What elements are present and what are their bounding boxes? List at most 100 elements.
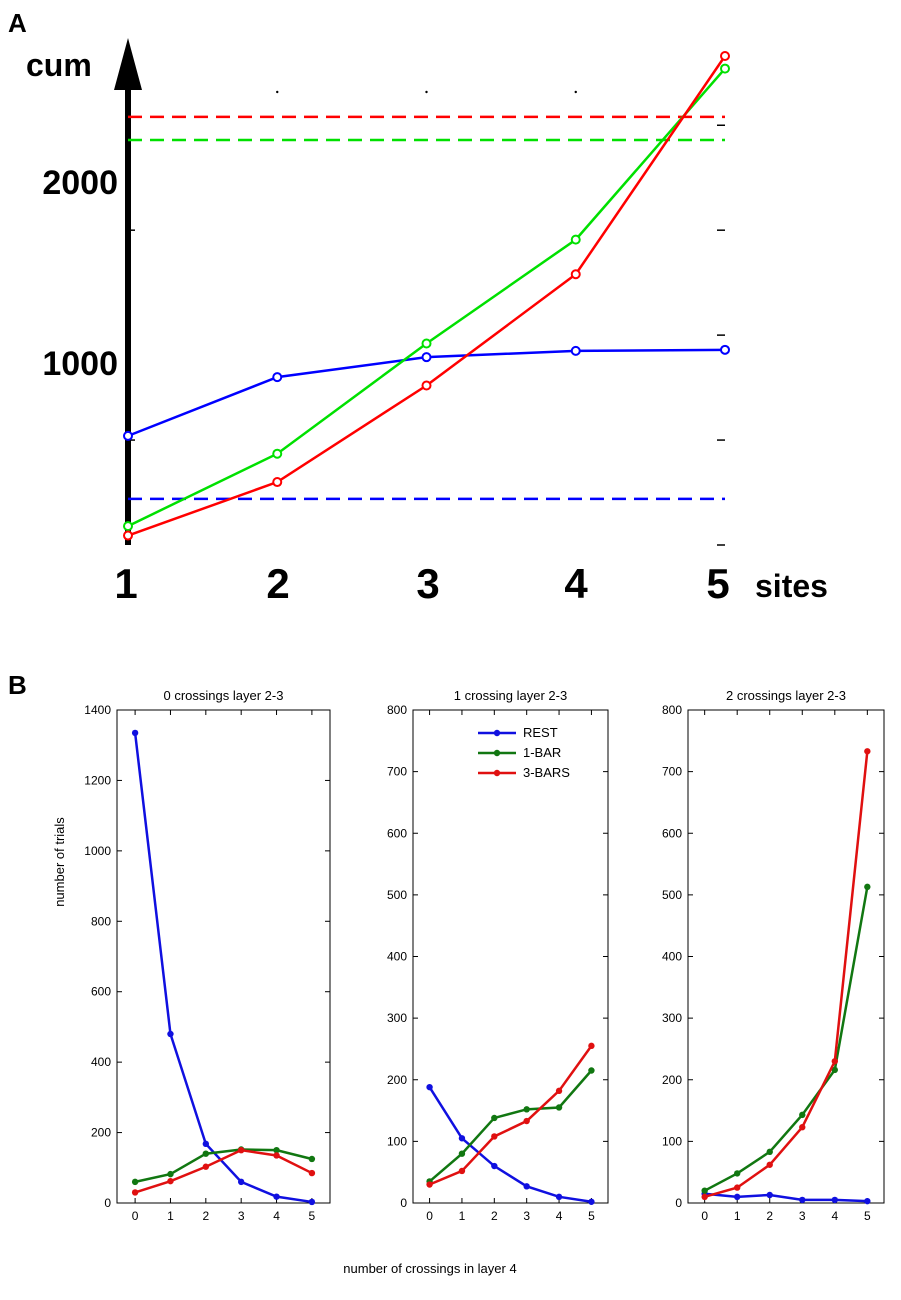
y-tick-label: 200 bbox=[91, 1126, 111, 1140]
data-point-red bbox=[272, 477, 283, 488]
y-tick-label: 500 bbox=[662, 888, 682, 902]
legend-marker bbox=[493, 729, 501, 737]
panel-a-y-axis-label: cum bbox=[26, 47, 92, 83]
data-point-1-bar bbox=[273, 1146, 280, 1154]
data-point-1-bar bbox=[588, 1067, 595, 1074]
data-point-3-bars bbox=[555, 1087, 563, 1095]
data-point-3-bars bbox=[426, 1181, 433, 1188]
y-tick-label: 800 bbox=[91, 914, 111, 928]
data-point-3-bars bbox=[458, 1167, 466, 1175]
data-point-3-bars bbox=[864, 748, 871, 755]
data-point-red bbox=[570, 269, 581, 280]
y-tick-label: 0 bbox=[675, 1196, 682, 1210]
y-tick-label: 600 bbox=[662, 826, 682, 840]
legend-marker bbox=[493, 749, 501, 757]
x-tick-label: 3 bbox=[523, 1209, 530, 1223]
y-tick-label: 100 bbox=[387, 1134, 407, 1148]
x-tick-label: 4 bbox=[831, 1209, 838, 1223]
series-line-red bbox=[127, 55, 727, 537]
series-line-1-bar bbox=[134, 1148, 313, 1184]
legend-label: 3-BARS bbox=[523, 765, 570, 780]
data-point-rest bbox=[523, 1183, 530, 1190]
x-tick-label: 1 bbox=[167, 1209, 174, 1223]
data-point-rest bbox=[458, 1135, 466, 1142]
data-point-blue bbox=[421, 352, 432, 363]
data-point-rest bbox=[831, 1196, 839, 1204]
data-point-3-bars bbox=[766, 1161, 773, 1168]
data-point-3-bars bbox=[588, 1042, 595, 1050]
y-tick-label: 400 bbox=[91, 1055, 111, 1069]
x-tick-label: 0 bbox=[701, 1209, 708, 1223]
y-tick-label: 300 bbox=[387, 1011, 407, 1025]
panel-a-x-tick-label: 3 bbox=[416, 560, 439, 607]
x-tick-label: 3 bbox=[238, 1209, 245, 1223]
y-tick-label: 200 bbox=[387, 1073, 407, 1087]
data-point-blue bbox=[570, 345, 581, 356]
y-tick-label: 600 bbox=[91, 985, 111, 999]
data-point-1-bar bbox=[308, 1155, 316, 1163]
data-point-rest bbox=[555, 1193, 563, 1201]
x-tick-label: 1 bbox=[734, 1209, 741, 1223]
y-tick-label: 400 bbox=[662, 950, 682, 964]
series-line-3-bars bbox=[429, 1045, 593, 1186]
y-tick-label: 0 bbox=[400, 1196, 407, 1210]
y-tick-label: 1200 bbox=[84, 773, 111, 787]
data-point-blue bbox=[720, 344, 730, 355]
panel-a-series bbox=[123, 50, 730, 541]
data-point-rest bbox=[426, 1083, 433, 1091]
series-line-green bbox=[127, 67, 726, 528]
panel-a-y-axis-arrow bbox=[114, 38, 142, 90]
panel-a-top-tick bbox=[425, 90, 428, 94]
y-tick-label: 700 bbox=[387, 765, 407, 779]
panel-a-x-tick-label: 1 bbox=[114, 560, 137, 607]
subplot-title: 1 crossing layer 2-3 bbox=[454, 688, 567, 703]
data-point-1-bar bbox=[458, 1150, 466, 1157]
y-tick-label: 1400 bbox=[84, 703, 111, 717]
data-point-green bbox=[570, 234, 581, 245]
data-point-rest bbox=[308, 1198, 316, 1206]
x-tick-label: 1 bbox=[459, 1209, 466, 1223]
subplot-title: 0 crossings layer 2-3 bbox=[164, 688, 284, 703]
panel-a: A cum sites 1000 2000 1 2 3 4 5 bbox=[8, 8, 828, 607]
series-line-1-bar bbox=[428, 1069, 593, 1183]
x-tick-label: 2 bbox=[202, 1209, 209, 1223]
y-tick-label: 700 bbox=[662, 765, 682, 779]
data-point-rest bbox=[202, 1140, 210, 1148]
data-point-3-bars bbox=[167, 1177, 174, 1185]
data-point-3-bars bbox=[308, 1169, 316, 1177]
panel-a-top-tick bbox=[574, 90, 577, 94]
data-point-rest bbox=[131, 729, 139, 737]
data-point-red bbox=[720, 50, 730, 61]
panel-a-x-tick-label: 2 bbox=[266, 560, 289, 607]
data-point-1-bar bbox=[831, 1066, 839, 1074]
legend-label: 1-BAR bbox=[523, 745, 561, 760]
subplot-0-crossings: 0 crossings layer 2-30200400600800100012… bbox=[84, 688, 331, 1223]
data-point-rest bbox=[167, 1030, 174, 1038]
y-tick-label: 300 bbox=[662, 1011, 682, 1025]
data-point-3-bars bbox=[799, 1124, 806, 1131]
series-line-rest bbox=[428, 1086, 592, 1204]
data-point-rest bbox=[273, 1193, 280, 1200]
data-point-rest bbox=[864, 1197, 871, 1205]
y-tick-label: 100 bbox=[662, 1134, 682, 1148]
panel-a-reference-lines bbox=[128, 115, 725, 501]
data-point-3-bars bbox=[733, 1184, 741, 1191]
series-line-rest bbox=[704, 1192, 868, 1203]
panel-a-label: A bbox=[8, 8, 27, 38]
x-tick-label: 5 bbox=[309, 1209, 316, 1223]
x-tick-label: 2 bbox=[491, 1209, 498, 1223]
subplot-title: 2 crossings layer 2-3 bbox=[726, 688, 846, 703]
data-point-3-bars bbox=[237, 1146, 245, 1154]
data-point-3-bars bbox=[202, 1163, 210, 1170]
legend-marker bbox=[493, 769, 501, 777]
x-tick-label: 0 bbox=[132, 1209, 139, 1223]
data-point-1-bar bbox=[701, 1187, 708, 1194]
y-tick-label: 800 bbox=[387, 703, 407, 717]
panel-a-top-tick bbox=[276, 90, 279, 94]
data-point-3-bars bbox=[523, 1117, 530, 1125]
data-point-1-bar bbox=[167, 1170, 174, 1178]
legend-label: REST bbox=[523, 725, 558, 740]
data-point-1-bar bbox=[766, 1148, 773, 1156]
data-point-rest bbox=[237, 1178, 245, 1186]
